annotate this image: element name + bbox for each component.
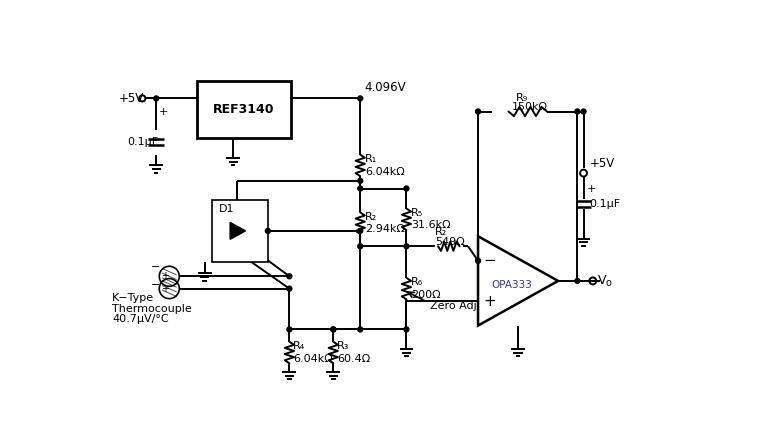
Circle shape: [287, 274, 292, 279]
Circle shape: [357, 244, 363, 249]
Text: 6.04kΩ: 6.04kΩ: [293, 353, 333, 364]
Text: −: −: [151, 280, 160, 290]
Circle shape: [287, 286, 292, 291]
Text: D1: D1: [218, 204, 234, 214]
Circle shape: [331, 327, 336, 332]
Circle shape: [575, 279, 580, 284]
Text: REF3140: REF3140: [213, 103, 275, 116]
Text: −: −: [483, 253, 496, 268]
Text: +: +: [483, 293, 496, 309]
Text: 2.94kΩ: 2.94kΩ: [365, 224, 405, 234]
Text: R₆: R₆: [411, 277, 423, 288]
Text: 0.1µF: 0.1µF: [127, 137, 158, 147]
Bar: [197, 81, 291, 138]
Text: OPA333: OPA333: [492, 280, 533, 290]
Text: +: +: [159, 107, 168, 117]
Text: 549Ω: 549Ω: [435, 237, 465, 247]
Circle shape: [404, 244, 409, 249]
Text: R₁: R₁: [365, 154, 377, 164]
Text: K−Type: K−Type: [112, 293, 154, 303]
Polygon shape: [478, 236, 558, 326]
Text: R₉: R₉: [516, 93, 528, 103]
Text: Thermocouple: Thermocouple: [112, 304, 192, 314]
Text: R₂: R₂: [365, 212, 377, 222]
Text: 150kΩ: 150kΩ: [513, 102, 548, 112]
Text: V: V: [598, 275, 607, 288]
Circle shape: [287, 327, 292, 332]
Circle shape: [404, 186, 409, 191]
Circle shape: [331, 327, 336, 332]
Text: o: o: [605, 278, 611, 288]
Text: 200Ω: 200Ω: [411, 290, 441, 300]
Text: Zero Adj.: Zero Adj.: [429, 301, 480, 310]
Polygon shape: [230, 222, 245, 239]
Circle shape: [357, 96, 363, 101]
Text: R₄: R₄: [293, 341, 306, 351]
Text: 4.096V: 4.096V: [364, 81, 406, 94]
Text: −: −: [151, 262, 160, 272]
Bar: [212, 200, 268, 262]
Text: 0.1µF: 0.1µF: [590, 199, 621, 209]
Text: R₂: R₂: [435, 228, 447, 237]
Circle shape: [357, 178, 363, 183]
Circle shape: [357, 228, 363, 233]
Text: 60.4Ω: 60.4Ω: [337, 353, 371, 364]
Text: 6.04kΩ: 6.04kΩ: [365, 167, 405, 177]
Circle shape: [154, 96, 158, 101]
Circle shape: [476, 109, 480, 114]
Text: +5V: +5V: [119, 92, 144, 105]
Text: +: +: [161, 271, 169, 281]
Text: R₅: R₅: [411, 208, 423, 218]
Text: +: +: [587, 184, 596, 194]
Text: +: +: [161, 284, 169, 293]
Text: +5V: +5V: [590, 157, 615, 170]
Circle shape: [357, 186, 363, 191]
Circle shape: [581, 109, 586, 114]
Circle shape: [404, 327, 409, 332]
Text: 40.7µV/°C: 40.7µV/°C: [112, 314, 169, 324]
Circle shape: [357, 327, 363, 332]
Text: 31.6kΩ: 31.6kΩ: [411, 220, 451, 230]
Circle shape: [575, 109, 580, 114]
Text: R₃: R₃: [337, 341, 350, 351]
Circle shape: [266, 228, 270, 233]
Circle shape: [476, 258, 480, 263]
